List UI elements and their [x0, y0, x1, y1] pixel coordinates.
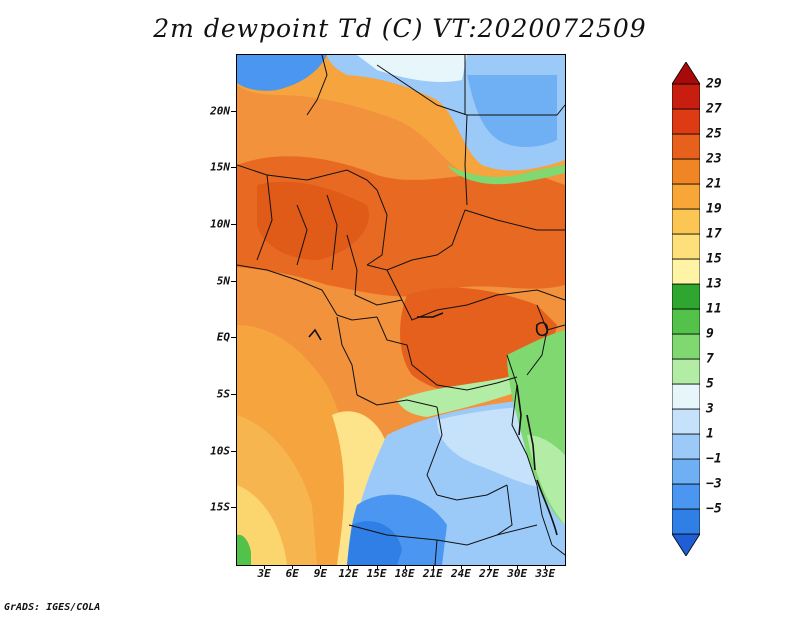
field-core-west [257, 181, 369, 260]
colorbar-swatch [672, 508, 700, 535]
colorbar-swatch [672, 408, 700, 435]
lon-tick-mark [348, 565, 350, 569]
colorbar-swatch [672, 208, 700, 235]
field-coastal-yellow [332, 411, 387, 565]
field-southern-green [397, 375, 537, 417]
lat-tick-mark [231, 394, 236, 395]
lon-tick-label: 27E [479, 567, 499, 580]
lat-tick-label: 10S [210, 444, 230, 458]
field-east-green-light [527, 435, 565, 525]
colorbar-label: −5 [706, 501, 722, 517]
lat-tick-label: EQ [216, 330, 230, 344]
lon-tick-mark [404, 565, 406, 569]
lon-tick-label: 21E [422, 567, 443, 580]
colorbar-swatch [672, 258, 700, 285]
colorbar-bottom-triangle [672, 533, 700, 556]
colorbar-swatch [672, 158, 700, 185]
field-southwest-green [237, 534, 251, 565]
colorbar-swatch [672, 233, 700, 260]
lakes [308, 312, 558, 536]
lon-tick-label: 6E [285, 567, 299, 580]
map-title: 2m dewpoint Td (C) VT:2020072509 [153, 14, 647, 43]
colorbar-swatch [672, 133, 700, 160]
colorbar-swatch [672, 433, 700, 460]
colorbar [672, 62, 700, 556]
lon-tick-mark [264, 565, 266, 569]
colorbar-swatch [672, 458, 700, 485]
colorbar-swatch [672, 183, 700, 210]
lat-tick-mark [231, 450, 236, 452]
field-southern-deepest [347, 521, 402, 565]
lat-tick-mark [231, 507, 236, 509]
colorbar-label: 27 [706, 101, 722, 117]
lat-tick-label: 15S [210, 500, 230, 514]
map-panel [236, 54, 566, 566]
country-borders [237, 55, 565, 565]
lon-tick-mark [545, 565, 547, 569]
lon-tick-label: 9E [313, 567, 327, 580]
field-sahel-green [447, 165, 565, 185]
lat-tick-label: 10N [210, 217, 230, 231]
colorbar-label: 21 [706, 176, 722, 192]
field-sahara-deep [467, 75, 557, 147]
lon-tick-label: 24E [450, 567, 471, 580]
lon-tick-mark [320, 565, 322, 569]
colorbar-label: 1 [706, 426, 714, 442]
lat-tick-label: 15N [210, 160, 230, 174]
lon-tick-mark [432, 565, 434, 569]
lon-tick-mark [489, 565, 491, 569]
colorbar-swatch [672, 333, 700, 360]
lon-tick-mark [376, 565, 378, 569]
lat-tick-mark [231, 167, 236, 169]
lat-tick-mark [231, 224, 236, 225]
colorbar-swatch [672, 383, 700, 410]
colorbar-swatch [672, 483, 700, 510]
lon-tick-mark [460, 565, 462, 569]
lon-tick-label: 33E [535, 567, 556, 580]
colorbar-label: 5 [706, 376, 714, 392]
colorbar-label: −1 [706, 451, 722, 467]
colorbar-label: −3 [706, 476, 722, 492]
colorbar-label: 3 [706, 401, 714, 417]
colorbar-swatch [672, 283, 700, 310]
colorbar-label: 29 [706, 76, 722, 92]
colorbar-swatch [672, 108, 700, 135]
colorbar-label: 23 [706, 151, 722, 167]
lat-tick-label: 5N [216, 274, 230, 288]
grads-credit: GrADS: IGES/COLA [4, 602, 101, 613]
field-atlantic-far [237, 485, 287, 565]
colorbar-swatch [672, 358, 700, 385]
colorbar-label: 11 [706, 301, 722, 317]
colorbar-top-triangle [672, 62, 700, 85]
colorbar-label: 9 [706, 326, 714, 342]
field-sahara-light [357, 55, 467, 82]
colorbar-label: 19 [706, 201, 722, 217]
lon-tick-label: 12E [338, 567, 359, 580]
lat-tick-label: 20N [210, 104, 230, 118]
lon-tick-mark [292, 565, 294, 569]
field-sahara-nw [237, 55, 327, 91]
colorbar-label: 15 [706, 251, 722, 267]
colorbar-swatch [672, 308, 700, 335]
lon-tick-label: 15E [366, 567, 387, 580]
lon-tick-label: 3E [257, 567, 271, 580]
lon-tick-label: 30E [507, 567, 528, 580]
colorbar-swatch [672, 83, 700, 110]
lon-tick-label: 18E [394, 567, 415, 580]
colorbar-label: 7 [706, 351, 714, 367]
lat-tick-label: 5S [216, 387, 230, 401]
lat-tick-mark [231, 280, 236, 282]
colorbar-label: 13 [706, 276, 722, 292]
lon-tick-mark [517, 565, 519, 569]
lat-tick-mark [231, 110, 236, 112]
colorbar-label: 25 [706, 126, 722, 142]
colorbar-label: 17 [706, 226, 722, 242]
lat-tick-mark [231, 337, 236, 339]
